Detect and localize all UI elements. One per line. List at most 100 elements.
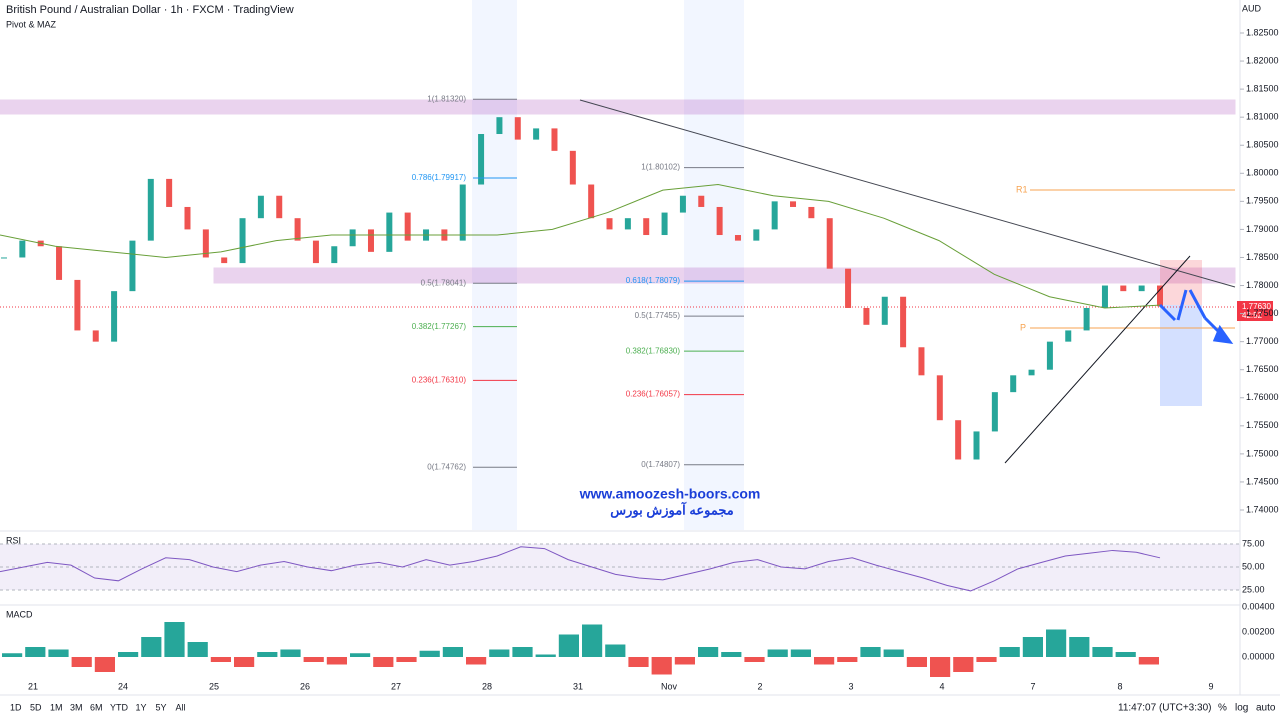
candle [790,201,797,207]
date-label: 21 [28,681,38,691]
macd-bar [698,647,719,657]
scale-option[interactable]: log [1235,703,1248,714]
currency: AUD [1242,3,1262,13]
price-tick-label: 1.81500 [1246,83,1279,93]
price-tick-label: 1.78000 [1246,280,1279,290]
scale-option[interactable]: % [1218,703,1227,714]
macd-bar [234,657,255,667]
candle [551,128,558,151]
arrows [1158,289,1234,344]
candle [973,431,980,460]
macd-bar [489,649,510,657]
date-label: 27 [391,681,401,691]
fib-label: 0.236(1.76310) [412,375,467,384]
r1-label: R1 [1016,184,1028,194]
range-button[interactable]: 1D [10,702,22,712]
macd-bar [628,657,649,667]
price-tick-label: 1.74500 [1246,476,1279,486]
candle [166,178,173,207]
candle [826,218,833,269]
candle [936,375,943,421]
candle [111,291,118,342]
target-zone [1160,305,1202,406]
fib-label: 0(1.74762) [427,462,466,471]
range-button[interactable]: 6M [90,702,103,712]
candle [1120,285,1127,292]
range-button[interactable]: All [176,702,186,712]
range-button[interactable]: YTD [110,702,129,712]
macd-bar [744,657,765,662]
price-tick-label: 1.76000 [1246,392,1279,402]
candle [514,117,521,140]
p-label: P [1020,322,1026,332]
macd-bar [2,653,23,657]
macd-bar [442,647,463,657]
macd-bar [419,650,440,657]
date-label: 25 [209,681,219,691]
macd-bar [930,657,951,677]
candle [459,184,466,241]
candle [1083,307,1090,331]
date-label: Nov [661,681,678,691]
macd-bar [210,657,231,662]
indicator-name: Pivot & MAZ [6,19,57,29]
range-button[interactable]: 1Y [136,702,147,712]
macd-label: MACD [6,609,33,619]
date-label: 9 [1208,681,1213,691]
candle [808,206,815,219]
macd-bar [512,647,533,657]
macd-bar [141,637,162,657]
candle [331,246,338,264]
price-tick-label: 1.75000 [1246,448,1279,458]
candle [1101,285,1108,308]
macd-bar [1092,647,1113,657]
macd-bar [976,657,997,662]
price-tick-label: 1.82000 [1246,55,1279,65]
candle [367,229,374,252]
price-tick-label: 1.81000 [1246,112,1279,122]
watermark-url: www.amoozesh-boors.com [579,486,761,502]
candle [991,392,998,432]
macd-bar [790,649,811,657]
candle [1157,285,1163,307]
date-label: 31 [573,681,583,691]
range-button[interactable]: 1M [50,702,63,712]
candle [478,134,485,185]
candle [734,235,741,241]
candle [771,201,778,230]
price-tick-label: 1.80000 [1246,168,1279,178]
macd-bar [999,647,1020,657]
candle [202,229,209,258]
candle [184,206,191,230]
price-tick-label: 1.79000 [1246,224,1279,234]
price-tick-label: 1.77000 [1246,336,1279,346]
candle [92,330,99,342]
macd-bar [48,649,69,657]
fib-label: 1(1.80102) [641,163,680,172]
macd-bar [837,657,858,662]
scale-option[interactable]: auto [1256,703,1276,714]
candle [1046,341,1053,370]
clock: 11:47:07 (UTC+3:30) [1118,703,1211,714]
candle [753,229,760,241]
range-button[interactable]: 3M [70,702,83,712]
fib-label: 0(1.74807) [641,460,680,469]
macd-tick-label: 0.00400 [1242,601,1275,611]
candle [56,246,63,280]
macd-bar [280,649,301,657]
macd-bar [906,657,927,667]
price-tick-label: 1.82500 [1246,27,1279,37]
date-label: 8 [1117,681,1122,691]
macd-bar [674,657,695,665]
rsi-line [0,546,1161,592]
macd-bar [814,657,835,665]
macd-bar [582,624,603,657]
macd-bar [1115,652,1136,657]
range-button[interactable]: 5Y [156,702,167,712]
date-label: 7 [1030,681,1035,691]
macd-bar [767,649,788,657]
macd-tick-label: 0.00200 [1242,626,1275,636]
range-button[interactable]: 5D [30,702,42,712]
candle [257,195,264,219]
